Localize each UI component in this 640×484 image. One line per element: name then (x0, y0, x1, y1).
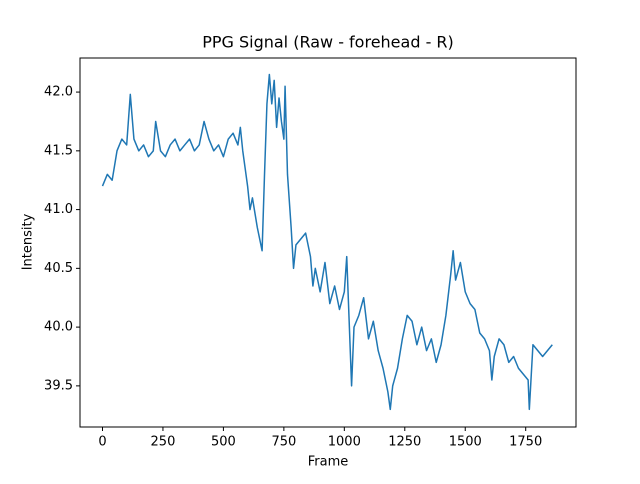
x-tick-label: 1250 (388, 435, 421, 450)
x-tick-label: 1000 (328, 435, 361, 450)
y-tick-label: 42.0 (44, 85, 73, 100)
y-axis-label: Intensity (21, 213, 36, 270)
y-tick-label: 39.5 (44, 378, 73, 393)
x-tick-label: 750 (271, 435, 296, 450)
x-tick-label: 0 (98, 435, 106, 450)
data-line (101, 73, 553, 411)
y-tick-label: 41.5 (44, 143, 73, 158)
y-tick-label: 40.5 (44, 261, 73, 276)
x-tick-label: 1500 (449, 435, 482, 450)
y-tick-label: 40.0 (44, 320, 73, 335)
x-axis-label: Frame (308, 455, 349, 470)
x-tick-label: 500 (211, 435, 236, 450)
x-tick-label: 250 (151, 435, 176, 450)
y-tick-label: 41.0 (44, 202, 73, 217)
x-tick-label: 1750 (509, 435, 542, 450)
plot-frame (79, 57, 577, 428)
chart-title: PPG Signal (Raw - forehead - R) (202, 33, 454, 52)
